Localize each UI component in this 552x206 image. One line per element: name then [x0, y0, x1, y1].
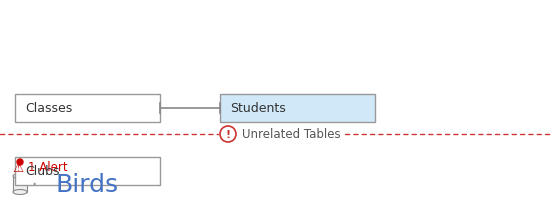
Text: Clubs: Clubs: [25, 165, 60, 178]
Text: Birds: Birds: [55, 172, 118, 196]
Ellipse shape: [220, 126, 236, 142]
Text: ·: ·: [31, 175, 36, 193]
FancyBboxPatch shape: [220, 95, 375, 122]
Circle shape: [17, 159, 23, 165]
Text: Unrelated Tables: Unrelated Tables: [242, 128, 341, 141]
Text: Students: Students: [230, 102, 286, 115]
FancyBboxPatch shape: [15, 157, 160, 185]
Ellipse shape: [13, 174, 27, 179]
FancyBboxPatch shape: [15, 95, 160, 122]
Ellipse shape: [13, 190, 27, 194]
Text: !: !: [225, 129, 231, 139]
Text: 1 Alert: 1 Alert: [28, 161, 68, 174]
Text: Classes: Classes: [25, 102, 72, 115]
Text: ⚠: ⚠: [12, 161, 23, 174]
FancyBboxPatch shape: [13, 176, 27, 192]
